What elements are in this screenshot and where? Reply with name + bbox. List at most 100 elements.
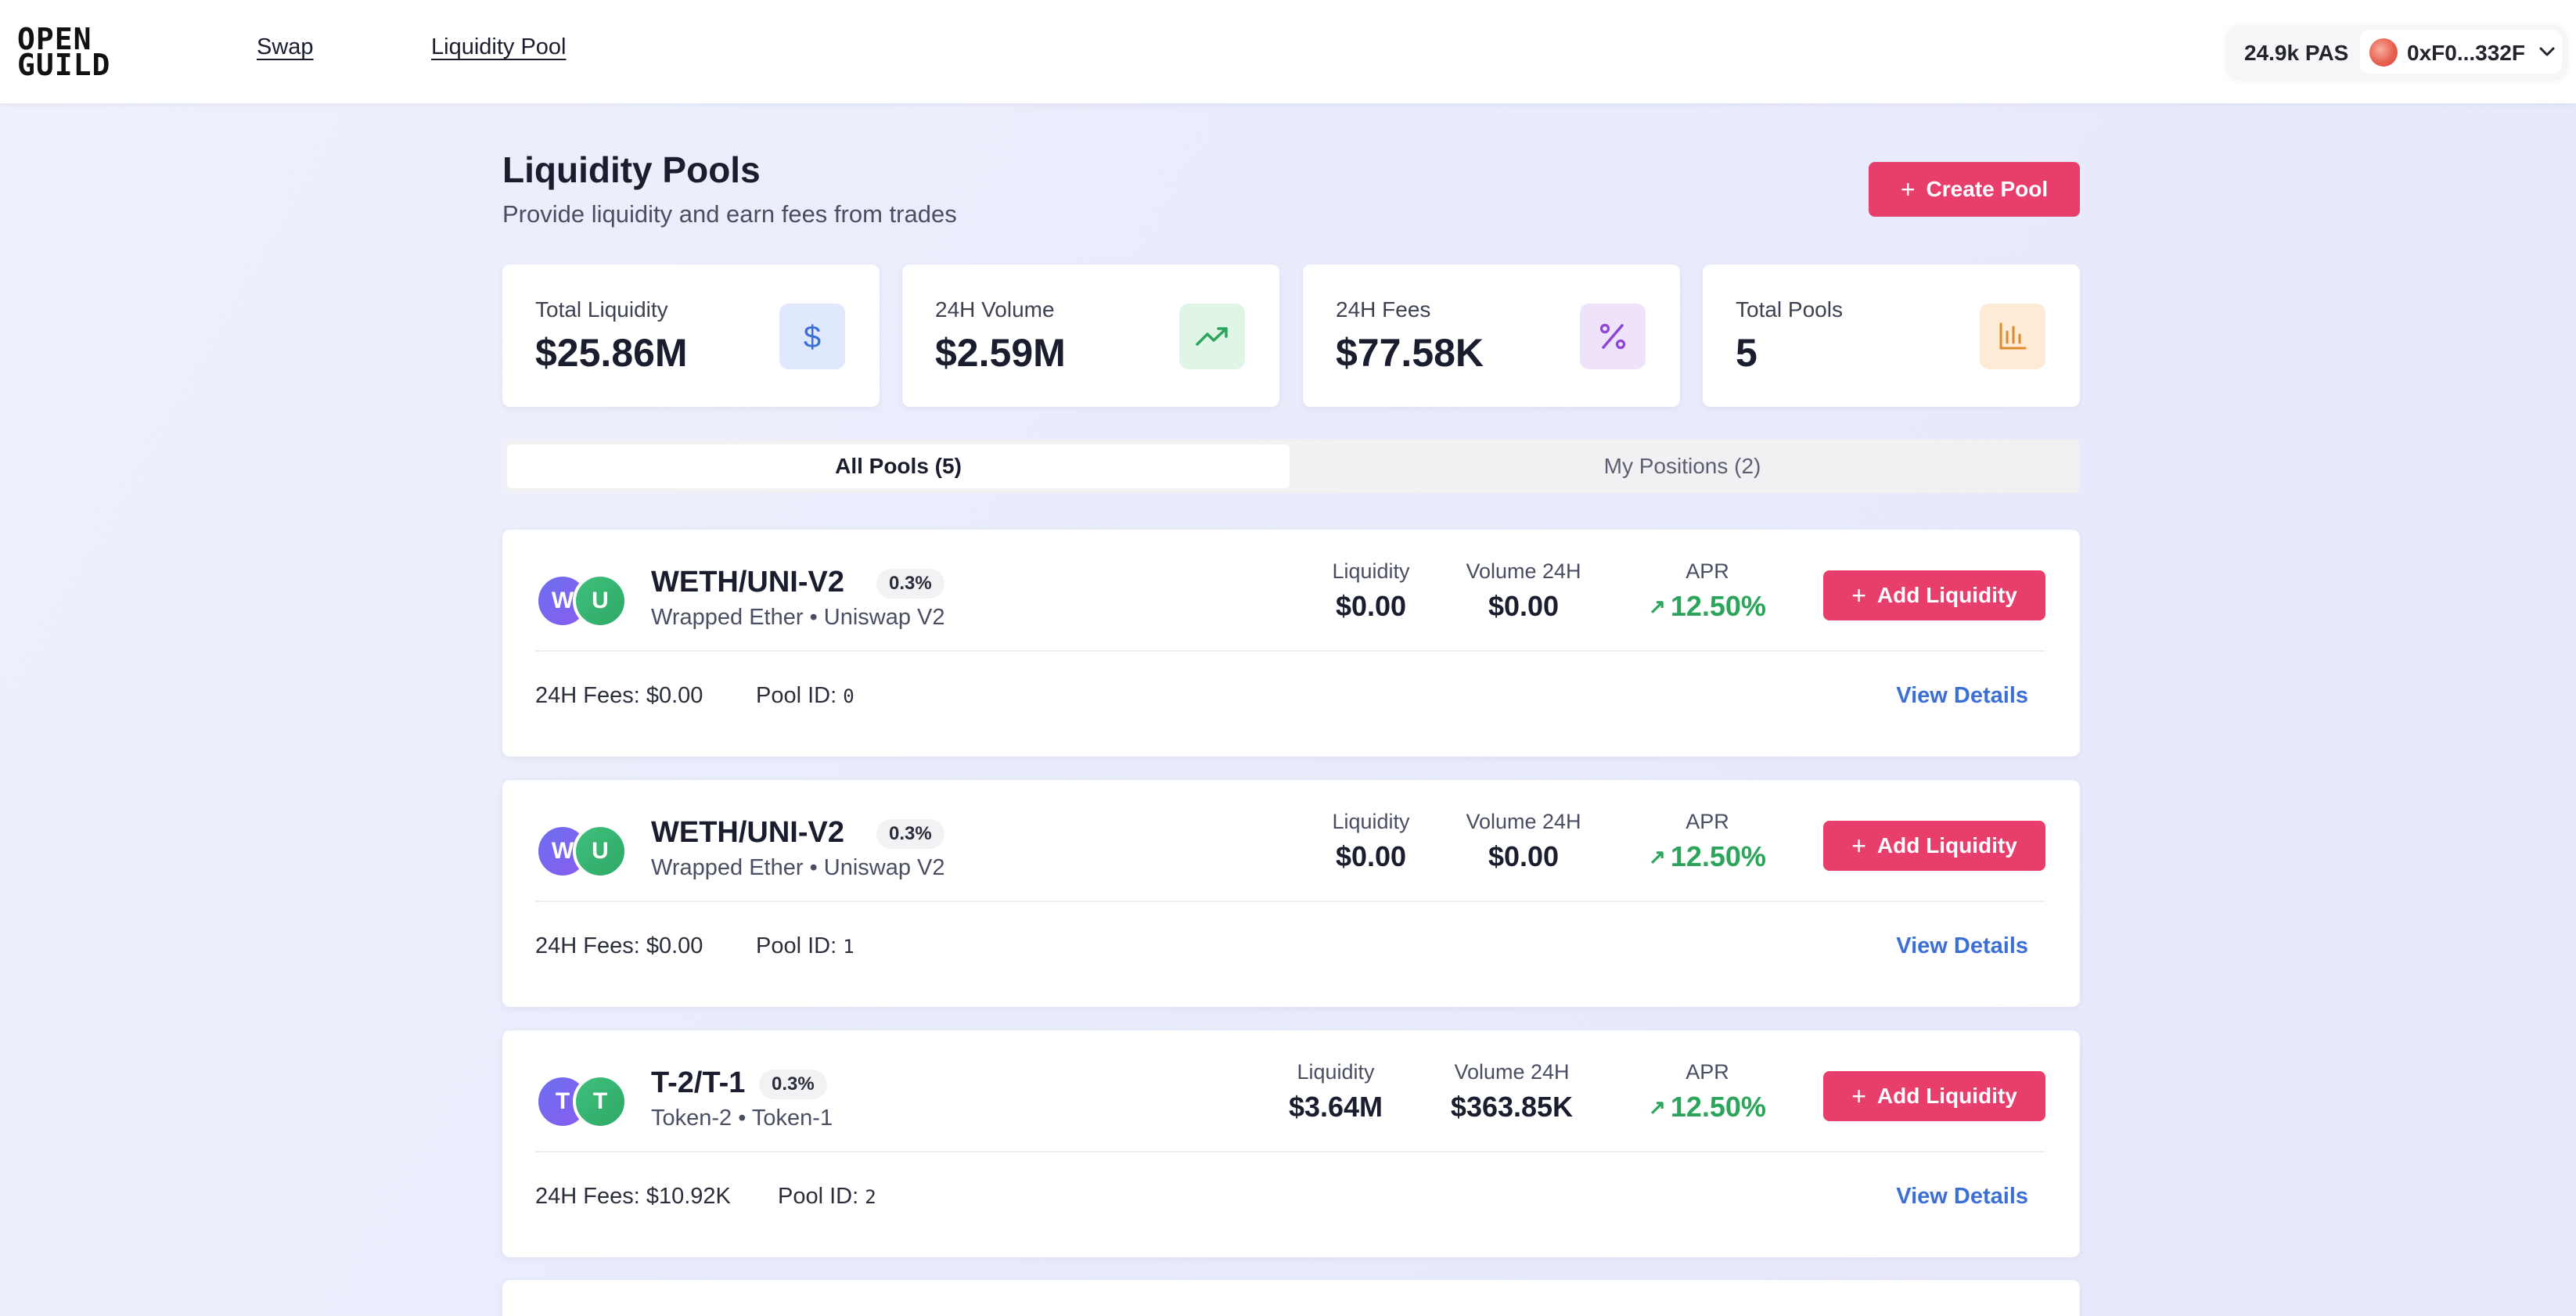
pool-description: Wrapped Ether • Uniswap V2: [651, 855, 945, 880]
add-liquidity-button[interactable]: + Add Liquidity: [1823, 1071, 2045, 1121]
bar-chart-icon: [1980, 304, 2045, 369]
add-liquidity-label: Add Liquidity: [1876, 583, 2017, 607]
pool-id: Pool ID: 0: [756, 683, 854, 709]
trending-up-icon: ↗: [1649, 1095, 1666, 1119]
metric-label: APR: [1686, 1060, 1729, 1084]
stat-label: Total Liquidity: [535, 297, 668, 322]
liquidity-metric: Liquidity $0.00: [1308, 810, 1434, 873]
volume-metric: Volume 24H $0.00: [1449, 559, 1598, 623]
pool-fees: 24H Fees: $0.00: [535, 933, 703, 959]
fee-tier-badge: 0.3%: [759, 1070, 827, 1099]
metric-label: Volume 24H: [1466, 559, 1581, 583]
add-liquidity-button[interactable]: + Add Liquidity: [1823, 821, 2045, 871]
fees-value: $10.92K: [646, 1184, 731, 1209]
volume-metric: Volume 24H $363.85K: [1426, 1060, 1598, 1124]
pool-id-prefix: Pool ID:: [756, 683, 837, 708]
pool-card: W U WETH/UNI-V2 0.3% Wrapped Ether • Uni…: [502, 530, 2080, 757]
logo-line-1: OPEN: [17, 22, 92, 56]
card-divider: [535, 1151, 2045, 1152]
pool-id-value: 2: [865, 1186, 876, 1208]
liquidity-metric: Liquidity $3.64M: [1269, 1060, 1402, 1124]
open-guild-logo[interactable]: OPEN GUILD: [17, 22, 142, 82]
pool-card: T T T-2/T-1 0.3% Token-2 • Token-1 Liqui…: [502, 1030, 2080, 1257]
fees-prefix: 24H Fees:: [535, 933, 640, 958]
metric-label: APR: [1686, 559, 1729, 583]
page-subtitle: Provide liquidity and earn fees from tra…: [502, 200, 957, 228]
fee-tier-badge: 0.3%: [876, 819, 944, 849]
add-liquidity-label: Add Liquidity: [1876, 833, 2017, 858]
stat-value: $2.59M: [935, 331, 1066, 375]
pool-pair-name: WETH/UNI-V2: [651, 816, 844, 849]
account-avatar: [2369, 38, 2398, 67]
apr-value: 12.50%: [1670, 1091, 1766, 1123]
trending-up-icon: [1179, 304, 1245, 369]
token-balance: 24.9k PAS: [2244, 41, 2349, 65]
tab-my-positions[interactable]: My Positions (2): [1603, 454, 1761, 478]
nav-link-liquidity-pool[interactable]: Liquidity Pool: [431, 34, 567, 59]
pool-pair-name: T-2/T-1: [651, 1066, 746, 1099]
view-details-link[interactable]: View Details: [1896, 1184, 2028, 1209]
stat-value: $77.58K: [1336, 331, 1484, 375]
add-liquidity-button[interactable]: + Add Liquidity: [1823, 570, 2045, 620]
stat-card-total-pools: Total Pools 5: [1703, 264, 2080, 407]
fees-value: $0.00: [646, 683, 703, 708]
view-details-link[interactable]: View Details: [1896, 933, 2028, 958]
liquidity-value: $0.00: [1335, 840, 1407, 872]
volume-value: $0.00: [1488, 590, 1560, 622]
fees-prefix: 24H Fees:: [535, 1184, 640, 1209]
apr-value: 12.50%: [1670, 840, 1766, 872]
pool-description: Token-2 • Token-1: [651, 1106, 833, 1131]
metric-label: Volume 24H: [1454, 1060, 1570, 1084]
add-liquidity-label: Add Liquidity: [1876, 1084, 2017, 1108]
pool-fees: 24H Fees: $10.92K: [535, 1184, 731, 1210]
create-pool-label: Create Pool: [1926, 177, 2049, 201]
pool-description: Wrapped Ether • Uniswap V2: [651, 605, 945, 630]
pool-card-partial: [502, 1280, 2080, 1316]
fees-prefix: 24H Fees:: [535, 683, 640, 708]
volume-value: $363.85K: [1450, 1091, 1574, 1123]
metric-label: Liquidity: [1332, 559, 1410, 583]
liquidity-value: $0.00: [1335, 590, 1407, 622]
percent-icon: [1580, 304, 1646, 369]
pool-pair-name: WETH/UNI-V2: [651, 566, 844, 599]
liquidity-metric: Liquidity $0.00: [1308, 559, 1434, 623]
card-divider: [535, 650, 2045, 652]
plus-icon: +: [1851, 1081, 1866, 1110]
metric-label: Liquidity: [1332, 810, 1410, 833]
apr-value-row: ↗ 12.50%: [1629, 840, 1786, 873]
fees-value: $0.00: [646, 933, 703, 958]
nav-link-swap[interactable]: Swap: [257, 34, 314, 59]
metric-label: APR: [1686, 810, 1729, 833]
token-b-avatar: U: [573, 824, 628, 879]
wallet-widget: 24.9k PAS 0xF0...332F: [2227, 25, 2567, 78]
top-navigation-bar: OPEN GUILD Swap Liquidity Pool 24.9k PAS…: [0, 0, 2576, 103]
create-pool-button[interactable]: + Create Pool: [1869, 162, 2080, 217]
account-dropdown[interactable]: 0xF0...332F: [2360, 30, 2562, 74]
apr-metric: APR ↗ 12.50%: [1629, 810, 1786, 873]
pool-fees: 24H Fees: $0.00: [535, 683, 703, 709]
apr-metric: APR ↗ 12.50%: [1629, 1060, 1786, 1124]
chevron-down-icon: [2538, 39, 2556, 70]
tab-all-pools[interactable]: All Pools (5): [507, 444, 1290, 488]
pool-id-prefix: Pool ID:: [778, 1184, 859, 1209]
fee-tier-badge: 0.3%: [876, 569, 944, 599]
plus-icon: +: [1851, 581, 1866, 609]
apr-value-row: ↗ 12.50%: [1629, 590, 1786, 623]
pool-id-value: 1: [843, 936, 854, 958]
stat-label: 24H Fees: [1336, 297, 1431, 322]
pool-tabs: All Pools (5) My Positions (2): [502, 440, 2080, 493]
stat-card-total-liquidity: Total Liquidity $25.86M $: [502, 264, 880, 407]
metric-label: Volume 24H: [1466, 810, 1581, 833]
stat-card-24h-fees: 24H Fees $77.58K: [1303, 264, 1680, 407]
pool-id: Pool ID: 1: [756, 933, 854, 959]
pool-card: W U WETH/UNI-V2 0.3% Wrapped Ether • Uni…: [502, 780, 2080, 1007]
logo-line-2: GUILD: [17, 48, 111, 82]
token-b-avatar: T: [573, 1074, 628, 1129]
trending-up-icon: ↗: [1649, 844, 1666, 868]
stat-label: 24H Volume: [935, 297, 1055, 322]
pool-id: Pool ID: 2: [778, 1184, 876, 1210]
volume-metric: Volume 24H $0.00: [1449, 810, 1598, 873]
volume-value: $0.00: [1488, 840, 1560, 872]
plus-icon: +: [1900, 174, 1916, 203]
view-details-link[interactable]: View Details: [1896, 683, 2028, 708]
